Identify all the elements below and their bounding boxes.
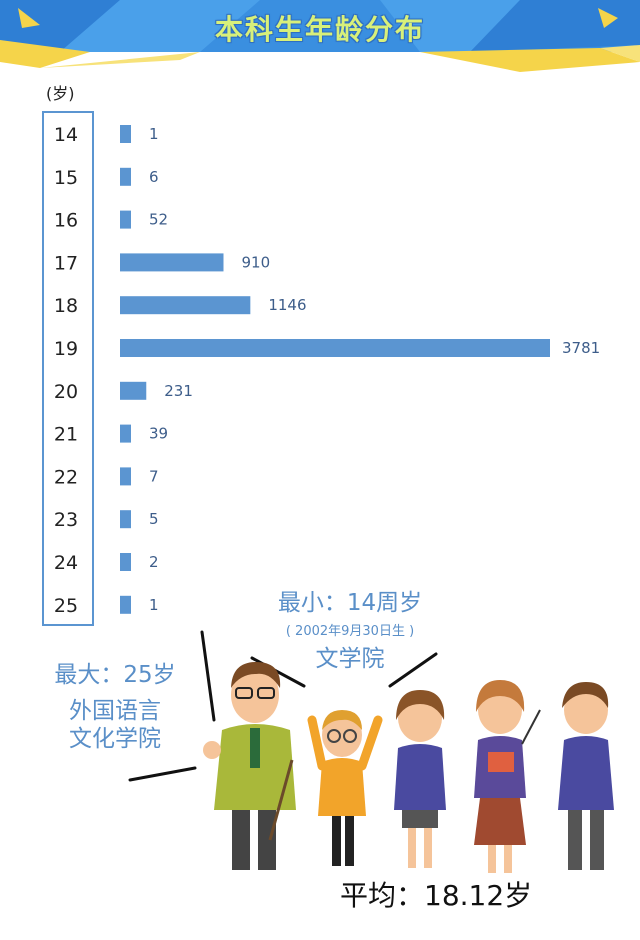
teacher-man-figure — [203, 662, 296, 870]
bar-age-20 — [120, 381, 147, 400]
age-axis-box — [42, 111, 94, 626]
bar-value-label: 3781 — [562, 339, 600, 357]
student-boy-figure — [307, 710, 383, 866]
bar-age-18 — [120, 296, 251, 315]
bar-value-label: 5 — [149, 510, 159, 528]
bar-value-label: 7 — [149, 467, 159, 485]
bar-age-17 — [120, 253, 224, 272]
age-tick-label: 18 — [54, 295, 78, 317]
bar-value-label: 1146 — [268, 296, 306, 314]
age-tick-label: 24 — [54, 552, 78, 574]
age-tick-label: 14 — [54, 124, 78, 146]
bar-value-label: 1 — [149, 596, 159, 614]
cartoon-people-illustration — [128, 630, 614, 873]
average-age: 平均：18.12岁 — [340, 879, 533, 912]
student-girl-figure — [394, 690, 446, 868]
bar-age-19 — [120, 339, 550, 357]
max-age-annotation: 最大：25岁 — [54, 662, 176, 688]
bar-value-label: 231 — [164, 382, 193, 400]
bar-value-label: 6 — [149, 168, 159, 186]
bar-age-14 — [120, 125, 131, 143]
teacher-woman-figure — [474, 680, 541, 873]
page-title: 本科生年龄分布 — [214, 13, 425, 46]
age-tick-label: 23 — [54, 509, 78, 531]
age-tick-label: 17 — [54, 252, 78, 274]
age-tick-label: 19 — [54, 338, 78, 360]
age-tick-label: 16 — [54, 210, 78, 232]
bar-age-21 — [120, 424, 131, 443]
unit-label: (岁) — [46, 84, 75, 103]
age-tick-label: 21 — [54, 424, 78, 446]
bar-value-label: 52 — [149, 211, 168, 229]
max-age-school-line1: 外国语言 — [69, 698, 161, 724]
max-age-school: 外国语言 文化学院 — [40, 698, 190, 753]
header-banner — [0, 0, 640, 72]
bar-age-24 — [120, 553, 131, 571]
age-tick-label: 25 — [54, 595, 78, 617]
bar-value-label: 2 — [149, 553, 159, 571]
bar-age-15 — [120, 167, 131, 186]
bar-value-label: 39 — [149, 425, 168, 443]
bar-age-16 — [120, 210, 131, 229]
bar-age-23 — [120, 510, 131, 529]
bar-value-label: 1 — [149, 125, 159, 143]
age-tick-label: 15 — [54, 167, 78, 189]
min-age-annotation: 最小：14周岁 — [277, 590, 423, 616]
min-age-school: 文学院 — [315, 646, 385, 672]
max-age-school-line2: 文化学院 — [69, 725, 161, 752]
bar-age-25 — [120, 595, 131, 614]
bar-value-label: 910 — [241, 253, 270, 271]
min-age-birthdate: ( 2002年9月30日生 ) — [285, 624, 415, 639]
student-boy-right-figure — [558, 682, 614, 870]
bar-age-22 — [120, 467, 131, 486]
age-tick-label: 20 — [54, 381, 78, 403]
age-tick-label: 22 — [54, 466, 78, 488]
